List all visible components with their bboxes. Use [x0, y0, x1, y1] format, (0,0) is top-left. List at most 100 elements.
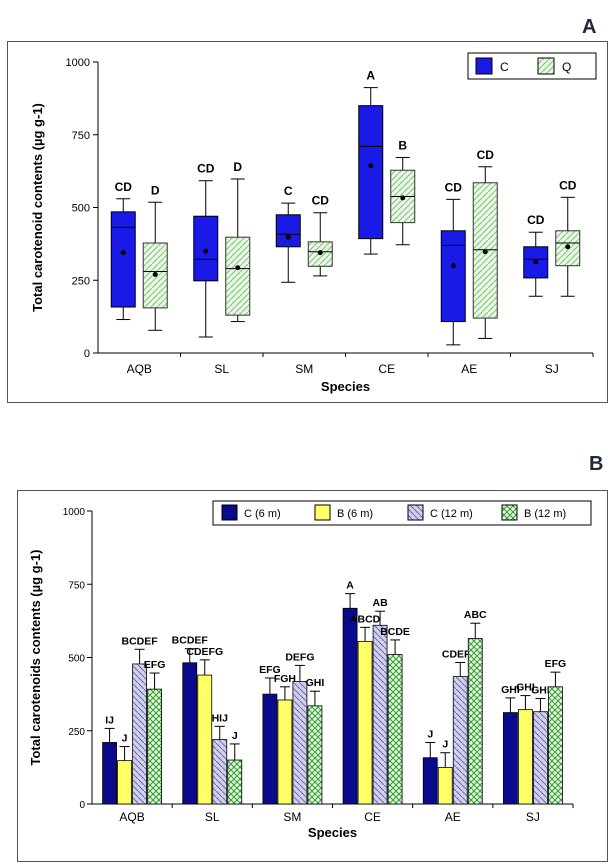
box-mean-point — [533, 259, 539, 265]
bar — [117, 760, 132, 805]
bar-B-6-m--SM: FGH — [274, 673, 296, 805]
y-axis-title: Total carotenoid contents (µg g-1) — [30, 103, 45, 312]
box-body — [193, 215, 219, 282]
box-body — [225, 236, 251, 316]
bar — [387, 654, 403, 805]
y-tick-label: 250 — [68, 727, 85, 738]
box-letter-label: A — [366, 69, 375, 83]
x-tick-label: SM — [295, 362, 313, 376]
bar-letter-label: EFG — [144, 659, 166, 671]
box-letter-label: C — [284, 184, 293, 198]
bar-C-12-m--CE: AB — [372, 597, 388, 805]
box-letter-label: D — [151, 183, 160, 197]
box-mean-point — [152, 271, 158, 277]
legend-swatch — [221, 504, 238, 521]
bar-C-6-m--SM: EFG — [259, 664, 281, 805]
bar-letter-label: J — [122, 733, 128, 745]
bar-letter-label: IJ — [105, 714, 114, 726]
bar — [262, 693, 278, 805]
box-Q-SM: CD — [307, 194, 333, 277]
bar — [533, 711, 548, 805]
bar-C-6-m--AE: J — [422, 728, 438, 805]
bar-letter-label: A — [346, 580, 354, 592]
box-letter-label: CD — [312, 194, 330, 208]
bar-B-6-m--AE: J — [437, 739, 453, 805]
box-C-CE: A — [358, 69, 384, 255]
bar-B-12-m--CE: BCDE — [380, 626, 410, 805]
bar-C-12-m--SL: HIJ — [212, 712, 229, 805]
bar-letter-label: BCDE — [380, 626, 410, 638]
box-body — [110, 211, 136, 308]
bar-C-6-m--CE: A — [342, 580, 358, 805]
legend-label: C (6 m) — [244, 508, 281, 520]
bar — [307, 705, 323, 805]
bar — [292, 681, 308, 805]
bar-letter-label: EFG — [259, 664, 281, 676]
x-tick-label: SJ — [526, 810, 540, 824]
bar — [132, 663, 147, 805]
bar — [548, 686, 563, 805]
bar-letter-label: ABCD — [350, 613, 381, 625]
bar — [212, 739, 228, 805]
x-tick-label: AE — [461, 362, 477, 376]
bar-B-6-m--SL: CDEFG — [186, 646, 223, 805]
bar — [277, 699, 293, 805]
bar — [437, 766, 453, 805]
box-mean-point — [482, 249, 488, 255]
box-letter-label: D — [233, 160, 242, 174]
x-tick-label: SL — [214, 362, 229, 376]
bar-chart-b: 0 250 500 750 1000 AQB SL SM CE AE SJ Species Total … — [28, 500, 592, 840]
panel-b-frame: 0 250 500 750 1000 AQB SL SM CE AE SJ Species Total … — [17, 490, 608, 862]
x-axis-title: Species — [308, 825, 357, 840]
bar-letter-label: CDEFG — [186, 646, 223, 658]
bar-letter-label: ABC — [464, 609, 487, 621]
box-mean-point — [368, 163, 374, 169]
x-tick-label: SM — [283, 810, 301, 824]
x-tick-label: AE — [445, 810, 461, 824]
box-body — [358, 105, 384, 240]
legend-swatch — [501, 504, 518, 521]
box-C-AE: CD — [440, 180, 466, 346]
bar-B-6-m--CE: ABCD — [350, 613, 381, 805]
x-tick-label: SL — [205, 810, 220, 824]
bar-letter-label: J — [442, 739, 448, 751]
box-letter-label: CD — [197, 162, 215, 176]
bar-letter-label: HIJ — [212, 712, 229, 724]
bar-letter-label: FGH — [274, 673, 296, 685]
bar-letter-label: GHI — [531, 685, 550, 697]
y-axis-title: Total carotenoids contents (µg g-1) — [28, 550, 43, 766]
bar-B-12-m--SL: J — [227, 730, 243, 805]
box-mean-point — [120, 250, 126, 256]
bar-C-6-m--SJ: GHI — [501, 684, 520, 805]
bar-C-12-m--SM: DEFG — [285, 651, 315, 805]
box-C-SL: CD — [193, 162, 219, 338]
bar-letter-label: DEFG — [285, 651, 314, 663]
bar-B-6-m--SJ: GHI — [516, 682, 535, 805]
bar — [467, 638, 483, 805]
box-C-SJ: CD — [523, 213, 549, 297]
bar — [227, 759, 243, 805]
x-axis-title: Species — [321, 379, 370, 394]
bar — [372, 624, 388, 805]
bar-letter-label: BCDEF — [121, 635, 158, 647]
bar-C-6-m--AQB: IJ — [102, 714, 117, 805]
legend-frame — [212, 500, 592, 526]
legend-swatch-c — [475, 57, 493, 75]
box-Q-SL: D — [225, 160, 251, 323]
box-letter-label: CD — [445, 180, 463, 194]
legend-label: B (6 m) — [337, 508, 373, 520]
box-Q-AQB: D — [142, 183, 168, 331]
bar-letter-label: GHI — [501, 684, 520, 696]
box-mean-point — [285, 234, 291, 240]
bar-letter-label: GHI — [306, 677, 325, 689]
y-tick-label: 0 — [79, 800, 85, 811]
box-mean-point — [317, 250, 323, 256]
legend: C (6 m) B (6 m) C (12 m) B (12 m) — [212, 500, 592, 526]
box-letter-label: CD — [477, 148, 495, 162]
bar-letter-label: GHI — [516, 682, 535, 694]
box-letter-label: CD — [115, 180, 133, 194]
bar-B-12-m--SM: GHI — [306, 677, 325, 805]
box-letter-label: CD — [527, 213, 545, 227]
panel-a-frame: 0 250 500 750 1000 AQB SL SM CE AE SJ Species Total … — [7, 41, 608, 403]
bar-letter-label: J — [427, 728, 433, 740]
